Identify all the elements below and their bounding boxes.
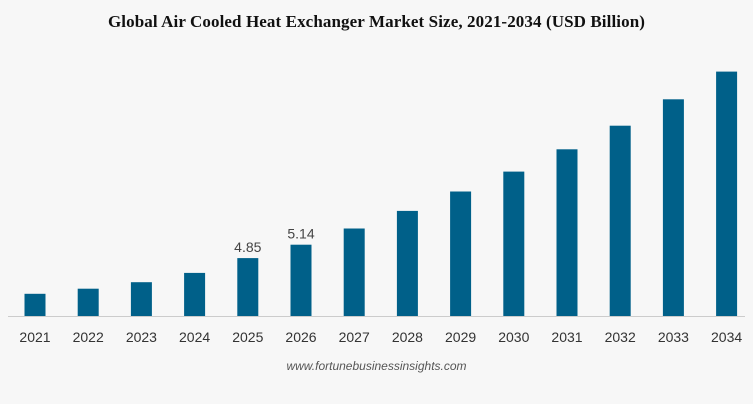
source-credit: www.fortunebusinessinsights.com xyxy=(286,359,467,373)
bar-2024 xyxy=(184,272,206,316)
bar-2023 xyxy=(130,282,152,316)
bar-2030 xyxy=(503,171,525,316)
x-tick-label-2022: 2022 xyxy=(73,329,104,345)
bar-2031 xyxy=(556,149,578,316)
x-tick-label-2025: 2025 xyxy=(232,329,263,345)
x-tick-label-2024: 2024 xyxy=(179,329,210,345)
bar-2032 xyxy=(609,125,631,316)
bar-2028 xyxy=(396,210,418,316)
bar-2026 xyxy=(290,244,312,316)
x-tick-label-2033: 2033 xyxy=(658,329,689,345)
x-tick-label-2021: 2021 xyxy=(19,329,50,345)
x-tick-label-2032: 2032 xyxy=(605,329,636,345)
bar-2027 xyxy=(343,228,365,316)
x-tick-label-2028: 2028 xyxy=(392,329,423,345)
x-tick-label-2027: 2027 xyxy=(339,329,370,345)
x-tick-label-2030: 2030 xyxy=(498,329,529,345)
bar-2022 xyxy=(77,288,99,316)
chart-title: Global Air Cooled Heat Exchanger Market … xyxy=(107,12,646,31)
bar-2033 xyxy=(662,99,684,316)
data-label-2025: 4.85 xyxy=(234,239,261,255)
bar-2021 xyxy=(24,293,46,316)
x-tick-label-2034: 2034 xyxy=(711,329,742,345)
x-tick-label-2029: 2029 xyxy=(445,329,476,345)
x-tick-label-2026: 2026 xyxy=(285,329,316,345)
bar-2025 xyxy=(237,258,259,316)
x-tick-label-2023: 2023 xyxy=(126,329,157,345)
data-label-2026: 5.14 xyxy=(287,226,314,242)
bar-2029 xyxy=(450,191,472,316)
bar-2034 xyxy=(716,71,738,316)
x-tick-label-2031: 2031 xyxy=(551,329,582,345)
